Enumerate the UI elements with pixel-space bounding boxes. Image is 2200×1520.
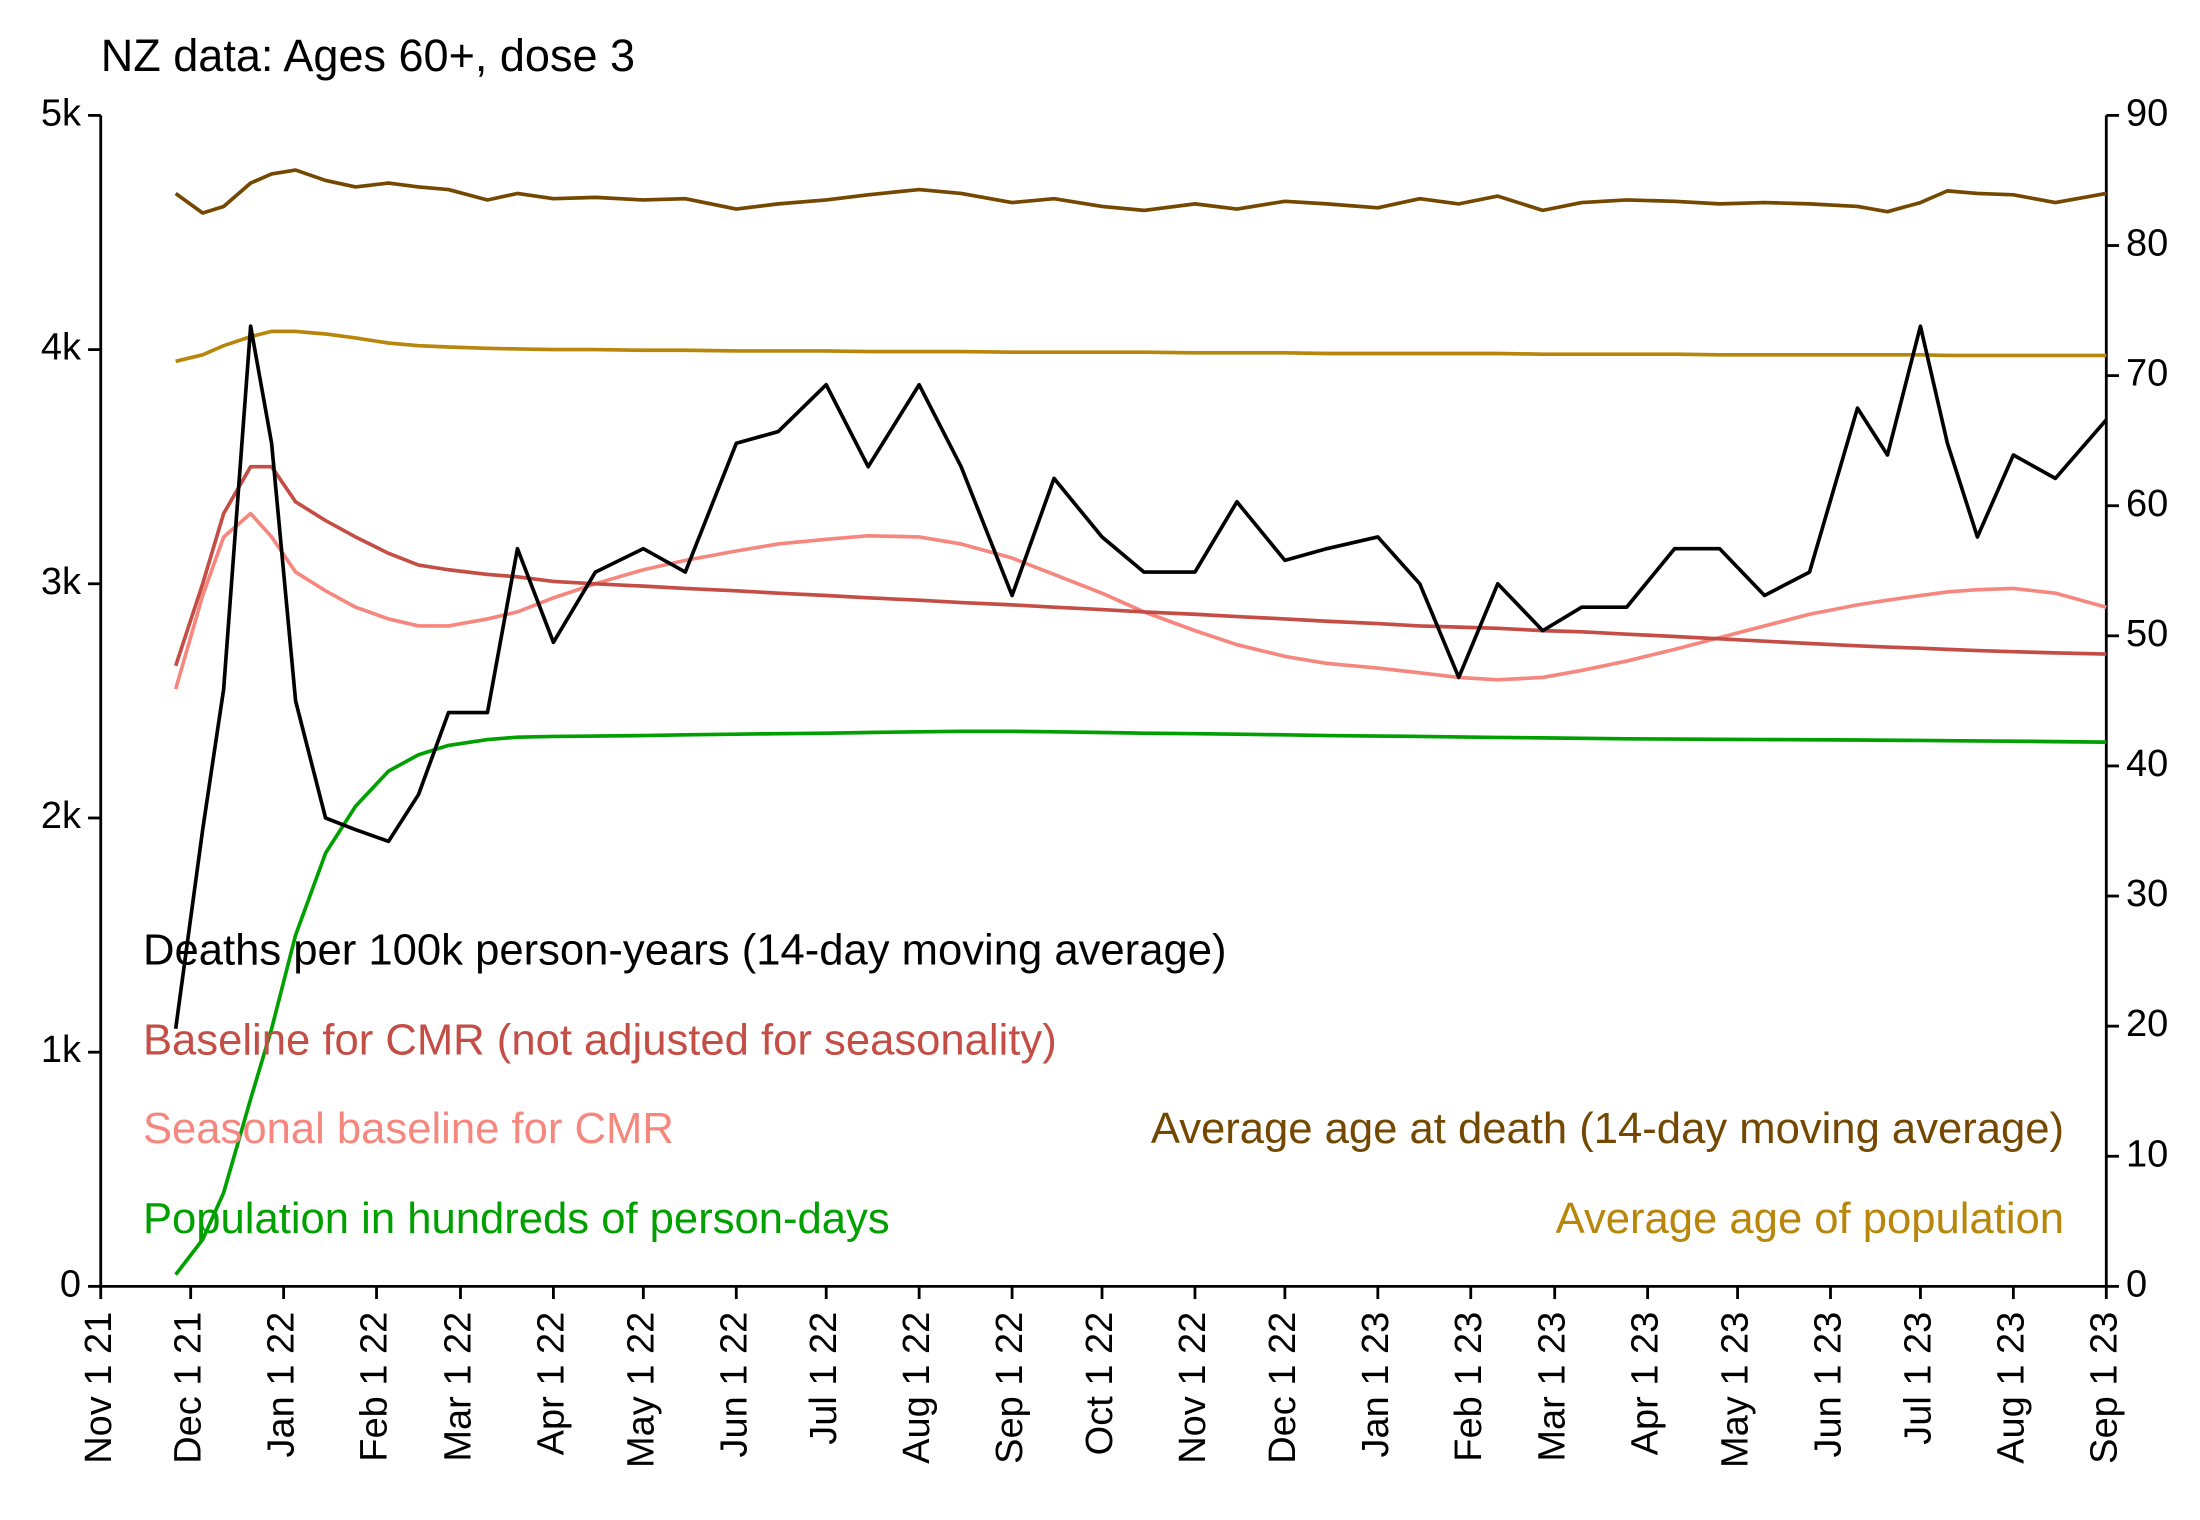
y2-tick-label: 80 (2126, 223, 2168, 265)
legend-entry: Average age of population (1556, 1195, 2064, 1243)
legend-entry: Average age at death (14-day moving aver… (1151, 1105, 2064, 1153)
legend-entry: Baseline for CMR (not adjusted for seaso… (143, 1016, 1057, 1064)
series-line (173, 324, 2108, 1030)
chart-title: NZ data: Ages 60+, dose 3 (101, 30, 635, 81)
x-tick-label: Jun 1 22 (713, 1312, 755, 1458)
x-tick-label: Nov 1 22 (1172, 1312, 1214, 1464)
y-tick-label: 5k (41, 92, 82, 134)
x-tick-label: Jan 1 23 (1355, 1312, 1397, 1458)
x-tick-label: Sep 1 22 (989, 1312, 1031, 1464)
x-tick-label: Apr 1 22 (530, 1312, 572, 1456)
y2-tick-label: 0 (2126, 1263, 2147, 1305)
x-tick-label: Nov 1 21 (78, 1312, 120, 1464)
series-line (173, 511, 2107, 690)
series-line (174, 729, 2107, 1276)
y2-tick-label: 40 (2126, 743, 2168, 785)
y2-tick-label: 60 (2126, 483, 2168, 525)
y-tick-label: 1k (41, 1029, 82, 1071)
x-tick-label: Apr 1 23 (1625, 1312, 1667, 1456)
x-tick-label: Jan 1 22 (261, 1312, 303, 1458)
x-tick-label: May 1 22 (620, 1312, 662, 1468)
x-tick-label: Aug 1 22 (896, 1312, 938, 1464)
y2-tick-label: 10 (2126, 1133, 2168, 1175)
x-tick-label: Mar 1 22 (438, 1312, 480, 1462)
x-tick-label: Jul 1 23 (1897, 1312, 1939, 1445)
y-tick-label: 4k (41, 327, 82, 369)
series-line (174, 168, 2107, 215)
x-tick-label: Sep 1 23 (2083, 1312, 2125, 1464)
series-line (175, 329, 2107, 364)
x-tick-label: Aug 1 23 (1990, 1312, 2032, 1464)
y-tick-label: 0 (60, 1263, 81, 1305)
x-tick-label: Feb 1 22 (354, 1312, 396, 1462)
x-tick-label: Feb 1 23 (1448, 1312, 1490, 1462)
x-tick-label: Dec 1 21 (168, 1312, 210, 1464)
y2-tick-label: 20 (2126, 1003, 2168, 1045)
y2-tick-label: 50 (2126, 613, 2168, 655)
x-tick-label: Dec 1 22 (1262, 1312, 1304, 1464)
y2-tick-label: 70 (2126, 353, 2168, 395)
y2-tick-label: 90 (2126, 92, 2168, 134)
y-tick-label: 2k (41, 795, 82, 837)
x-tick-label: Jun 1 23 (1808, 1312, 1850, 1458)
y2-tick-label: 30 (2126, 873, 2168, 915)
legend-entry: Seasonal baseline for CMR (143, 1105, 674, 1153)
x-tick-label: Mar 1 23 (1532, 1312, 1574, 1462)
legend-entry: Population in hundreds of person-days (143, 1195, 890, 1243)
y-tick-label: 3k (41, 561, 82, 603)
legend-entry: Deaths per 100k person-years (14-day mov… (143, 926, 1227, 974)
x-tick-label: Oct 1 22 (1079, 1312, 1121, 1456)
x-tick-label: May 1 23 (1715, 1312, 1757, 1468)
x-tick-label: Jul 1 22 (803, 1312, 845, 1445)
series-line (173, 464, 2107, 667)
